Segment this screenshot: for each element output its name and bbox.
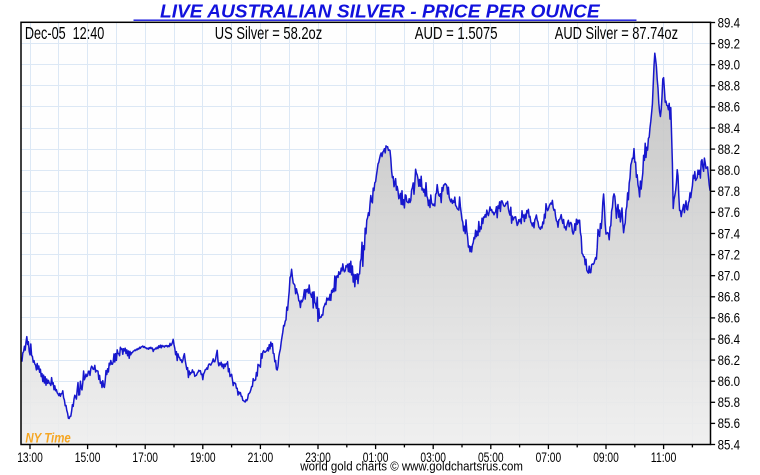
svg-text:88.8: 88.8	[718, 79, 740, 94]
svg-text:15:00: 15:00	[75, 450, 101, 465]
svg-text:01:00: 01:00	[363, 450, 389, 465]
svg-text:88.4: 88.4	[718, 121, 741, 136]
svg-text:Dec-05 12:40: Dec-05 12:40	[25, 23, 105, 43]
svg-text:86.6: 86.6	[718, 311, 740, 326]
svg-text:86.0: 86.0	[718, 374, 740, 389]
svg-text:86.2: 86.2	[718, 353, 740, 368]
svg-text:AUD = 1.5075: AUD = 1.5075	[415, 23, 498, 43]
svg-text:87.6: 87.6	[718, 205, 740, 220]
svg-text:88.2: 88.2	[718, 142, 740, 157]
svg-text:07:00: 07:00	[536, 450, 562, 465]
svg-text:05:00: 05:00	[478, 450, 504, 465]
svg-text:NY Time: NY Time	[25, 431, 71, 446]
svg-text:23:00: 23:00	[305, 450, 331, 465]
svg-text:09:00: 09:00	[593, 450, 619, 465]
svg-text:88.0: 88.0	[718, 163, 740, 178]
svg-text:85.4: 85.4	[718, 437, 741, 452]
svg-text:85.6: 85.6	[718, 416, 740, 431]
svg-text:11:00: 11:00	[651, 450, 677, 465]
svg-text:89.2: 89.2	[718, 36, 740, 51]
svg-text:21:00: 21:00	[248, 450, 274, 465]
svg-text:87.4: 87.4	[718, 226, 741, 241]
svg-text:87.0: 87.0	[718, 269, 740, 284]
svg-text:86.8: 86.8	[718, 290, 740, 305]
svg-text:87.2: 87.2	[718, 247, 740, 262]
svg-text:13:00: 13:00	[17, 450, 43, 465]
svg-text:86.4: 86.4	[718, 332, 741, 347]
svg-text:world gold charts © www.goldch: world gold charts © www.goldchartsrus.co…	[299, 459, 523, 474]
svg-text:03:00: 03:00	[420, 450, 446, 465]
svg-text:19:00: 19:00	[190, 450, 216, 465]
svg-text:AUD Silver = 87.74oz: AUD Silver = 87.74oz	[555, 23, 678, 43]
svg-text:89.4: 89.4	[718, 15, 741, 30]
svg-text:US Silver = 58.2oz: US Silver = 58.2oz	[215, 23, 322, 43]
svg-text:85.8: 85.8	[718, 395, 740, 410]
svg-text:17:00: 17:00	[132, 450, 158, 465]
svg-text:LIVE AUSTRALIAN SILVER - PRICE: LIVE AUSTRALIAN SILVER - PRICE PER OUNCE	[160, 0, 600, 21]
svg-text:89.0: 89.0	[718, 58, 740, 73]
svg-text:88.6: 88.6	[718, 100, 740, 115]
svg-text:87.8: 87.8	[718, 184, 740, 199]
